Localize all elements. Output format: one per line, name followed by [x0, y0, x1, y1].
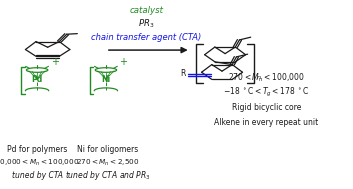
Text: Alkene in every repeat unit: Alkene in every repeat unit	[214, 118, 319, 127]
Text: $_n$: $_n$	[256, 73, 261, 82]
Text: Ni for oligomers: Ni for oligomers	[77, 145, 138, 154]
Text: $270 < M_n < 100{,}000$: $270 < M_n < 100{,}000$	[228, 71, 305, 84]
Text: $10{,}000 < M_n <100{,}000$: $10{,}000 < M_n <100{,}000$	[0, 157, 79, 168]
Text: Ni: Ni	[101, 75, 110, 84]
Text: Rigid bicyclic core: Rigid bicyclic core	[232, 103, 301, 112]
Text: $270 < M_n < 2{,}500$: $270 < M_n < 2{,}500$	[76, 157, 139, 168]
Text: +: +	[119, 57, 127, 67]
Text: +: +	[50, 57, 59, 67]
Text: $PR_3$: $PR_3$	[138, 17, 155, 30]
Text: tuned by CTA and $PR_3$: tuned by CTA and $PR_3$	[65, 169, 150, 182]
Text: tuned by CTA: tuned by CTA	[12, 171, 62, 180]
Text: R: R	[180, 69, 186, 78]
Text: $-18\ ^\circ\mathrm{C} < T_g < 178\ ^\circ\mathrm{C}$: $-18\ ^\circ\mathrm{C} < T_g < 178\ ^\ci…	[223, 86, 310, 99]
Text: Pd: Pd	[31, 75, 43, 84]
Text: chain transfer agent (CTA): chain transfer agent (CTA)	[91, 33, 202, 42]
Text: Pd for polymers: Pd for polymers	[7, 145, 67, 154]
Text: catalyst: catalyst	[130, 6, 163, 15]
